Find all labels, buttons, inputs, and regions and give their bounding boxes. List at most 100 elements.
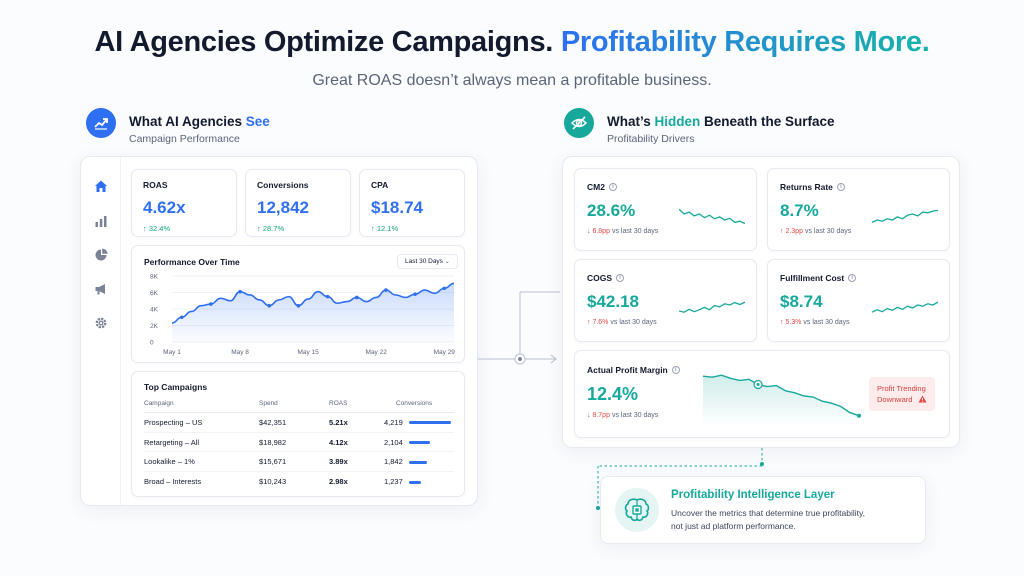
y-tick-label: 0	[150, 340, 154, 347]
top-campaigns-card: Top Campaigns Campaign Spend ROAS Conver…	[131, 371, 465, 497]
headline-part2: Profitability Requires More.	[560, 26, 930, 58]
metric-value: 28.6%	[587, 201, 636, 220]
campaign-roas: 2.98x	[329, 477, 348, 487]
arrow-up-icon: ↑	[780, 228, 784, 235]
kpi-card-roas[interactable]: ROAS 4.62x ↑ 32.4%	[131, 169, 237, 237]
metric-label: Returns Rate	[780, 182, 833, 192]
profit-trending-badge: Profit Trending Downward	[869, 377, 935, 411]
returns-rate-sparkline	[872, 209, 938, 223]
conversion-bar	[408, 421, 451, 425]
left-section-subtitle: Campaign Performance	[129, 133, 240, 145]
info-icon[interactable]: i	[608, 183, 617, 191]
kpi-card-cpa[interactable]: CPA $18.74 ↑ 12.1%	[359, 169, 465, 237]
pie-chart-icon[interactable]	[93, 247, 109, 263]
date-range-dropdown[interactable]: Last 30 Days ⌄	[397, 254, 458, 269]
series-line	[171, 282, 455, 324]
metric-card-cogs[interactable]: COGS i $42.18 ↑ 7.6% vs last 30 days	[574, 259, 757, 342]
arrow-up-icon: ↑	[143, 224, 147, 233]
kpi-change: ↑ 32.4%	[143, 224, 171, 233]
date-range-value: Last 30 Days	[405, 258, 443, 265]
kpi-value: 12,842	[257, 198, 309, 217]
metric-value: $42.18	[587, 292, 639, 311]
warning-icon	[915, 395, 927, 404]
y-tick-label: 6K	[150, 290, 159, 297]
col-header-roas: ROAS	[329, 400, 384, 413]
x-tick-label: May 15	[297, 349, 319, 356]
campaign-roas: 5.21x	[329, 412, 384, 433]
data-point	[384, 288, 388, 292]
table-row[interactable]: Broad – Interests $10,243 2.98x 1,237	[144, 472, 454, 492]
campaign-conversions: 4,219	[384, 417, 403, 427]
data-point	[209, 302, 213, 306]
area-fill	[172, 283, 454, 342]
intelligence-title: Profitability Intelligence Layer	[671, 489, 835, 501]
kpi-label: CPA	[371, 180, 389, 190]
campaign-conversions: 1,237	[384, 477, 403, 487]
intelligence-line1: Uncover the metrics that determine true …	[671, 508, 866, 518]
home-icon[interactable]	[93, 178, 109, 194]
right-section-subtitle: Profitability Drivers	[607, 133, 695, 145]
arrow-up-icon: ↑	[780, 319, 784, 326]
megaphone-icon[interactable]	[93, 281, 109, 297]
profitability-drivers-panel: CM2 i 28.6% ↓ 6.8pp vs last 30 days Retur…	[562, 156, 960, 448]
chart-title: Performance Over Time	[144, 257, 240, 267]
kpi-change: ↑ 28.7%	[257, 224, 285, 233]
campaign-roas: 3.89x	[329, 451, 384, 473]
margin-marker-dot	[756, 383, 760, 387]
metric-card-returns-rate[interactable]: Returns Rate i 8.7% ↑ 2.3pp vs last 30 da…	[767, 168, 950, 251]
fulfillment-cost-sparkline	[872, 301, 938, 313]
campaign-roas: 4.12x	[329, 432, 384, 453]
page-headline: AI Agencies Optimize Campaigns. Profitab…	[0, 26, 1024, 59]
kpi-value: $18.74	[371, 198, 423, 217]
x-tick-label: May 1	[163, 349, 181, 356]
info-icon[interactable]: i	[671, 366, 680, 374]
intelligence-layer-card[interactable]: Profitability Intelligence Layer Uncover…	[600, 476, 926, 544]
right-section-header: What’s Hidden Beneath the Surface Profit…	[607, 114, 835, 145]
metric-label: Fulfillment Cost	[780, 273, 845, 283]
info-icon[interactable]: i	[836, 183, 845, 191]
brain-chip-icon	[615, 488, 659, 532]
performance-chart-card: Performance Over Time Last 30 Days ⌄ 8K 6…	[131, 245, 465, 363]
kpi-card-conversions[interactable]: Conversions 12,842 ↑ 28.7%	[245, 169, 351, 237]
col-header-spend: Spend	[259, 400, 329, 413]
intelligence-connector	[596, 448, 764, 510]
metric-card-cm2[interactable]: CM2 i 28.6% ↓ 6.8pp vs last 30 days	[574, 168, 757, 251]
right-title-pre: What’s	[607, 114, 651, 129]
badge-line1: Profit Trending	[877, 384, 926, 393]
arrow-up-icon: ↑	[587, 319, 591, 326]
settings-icon[interactable]	[93, 315, 109, 331]
trending-up-icon	[86, 108, 116, 138]
table-row[interactable]: Prospecting – US $42,351 5.21x 4,219	[144, 412, 454, 433]
table-header-row: Campaign Spend ROAS Conversions	[144, 400, 454, 413]
metric-change: ↓ 8.7pp vs last 30 days	[587, 412, 659, 419]
connector-arrow	[478, 291, 560, 365]
margin-area	[703, 375, 859, 427]
x-tick-label: May 22	[366, 349, 388, 356]
campaign-spend: $15,671	[259, 451, 329, 473]
kpi-change: ↑ 12.1%	[371, 224, 399, 233]
cogs-sparkline	[679, 301, 745, 313]
metric-change: ↑ 2.3pp vs last 30 days	[780, 228, 852, 235]
data-point	[325, 294, 330, 299]
info-icon[interactable]: i	[848, 274, 857, 282]
table-row[interactable]: Lookalike – 1% $15,671 3.89x 1,842	[144, 451, 454, 473]
campaigns-table: Campaign Spend ROAS Conversions Prospect…	[144, 400, 454, 491]
info-icon[interactable]: i	[616, 274, 625, 282]
metric-card-profit-margin[interactable]: Actual Profit Margin i 12.4% ↓ 8.7pp vs l…	[574, 350, 950, 438]
x-tick-label: May 8	[231, 349, 249, 356]
dashboard-sidebar	[81, 157, 121, 505]
left-title-accent: See	[245, 114, 270, 129]
campaign-name: Retargeting – All	[144, 432, 259, 453]
data-point	[238, 289, 242, 294]
bar-chart-icon[interactable]	[93, 213, 109, 229]
campaign-name: Prospecting – US	[144, 412, 259, 433]
profit-margin-chart	[702, 374, 861, 427]
left-section-header: What AI Agencies See Campaign Performanc…	[129, 114, 270, 145]
right-title-accent: Hidden	[654, 114, 701, 129]
metric-card-fulfillment-cost[interactable]: Fulfillment Cost i $8.74 ↑ 5.3% vs last 3…	[767, 259, 950, 342]
metric-value: 12.4%	[587, 384, 639, 404]
table-row[interactable]: Retargeting – All $18,982 4.12x 2,104	[144, 432, 454, 453]
page-subheadline: Great ROAS doesn’t always mean a profita…	[312, 72, 712, 89]
arrow-down-icon: ↓	[587, 412, 591, 419]
y-tick-label: 2K	[150, 323, 159, 330]
